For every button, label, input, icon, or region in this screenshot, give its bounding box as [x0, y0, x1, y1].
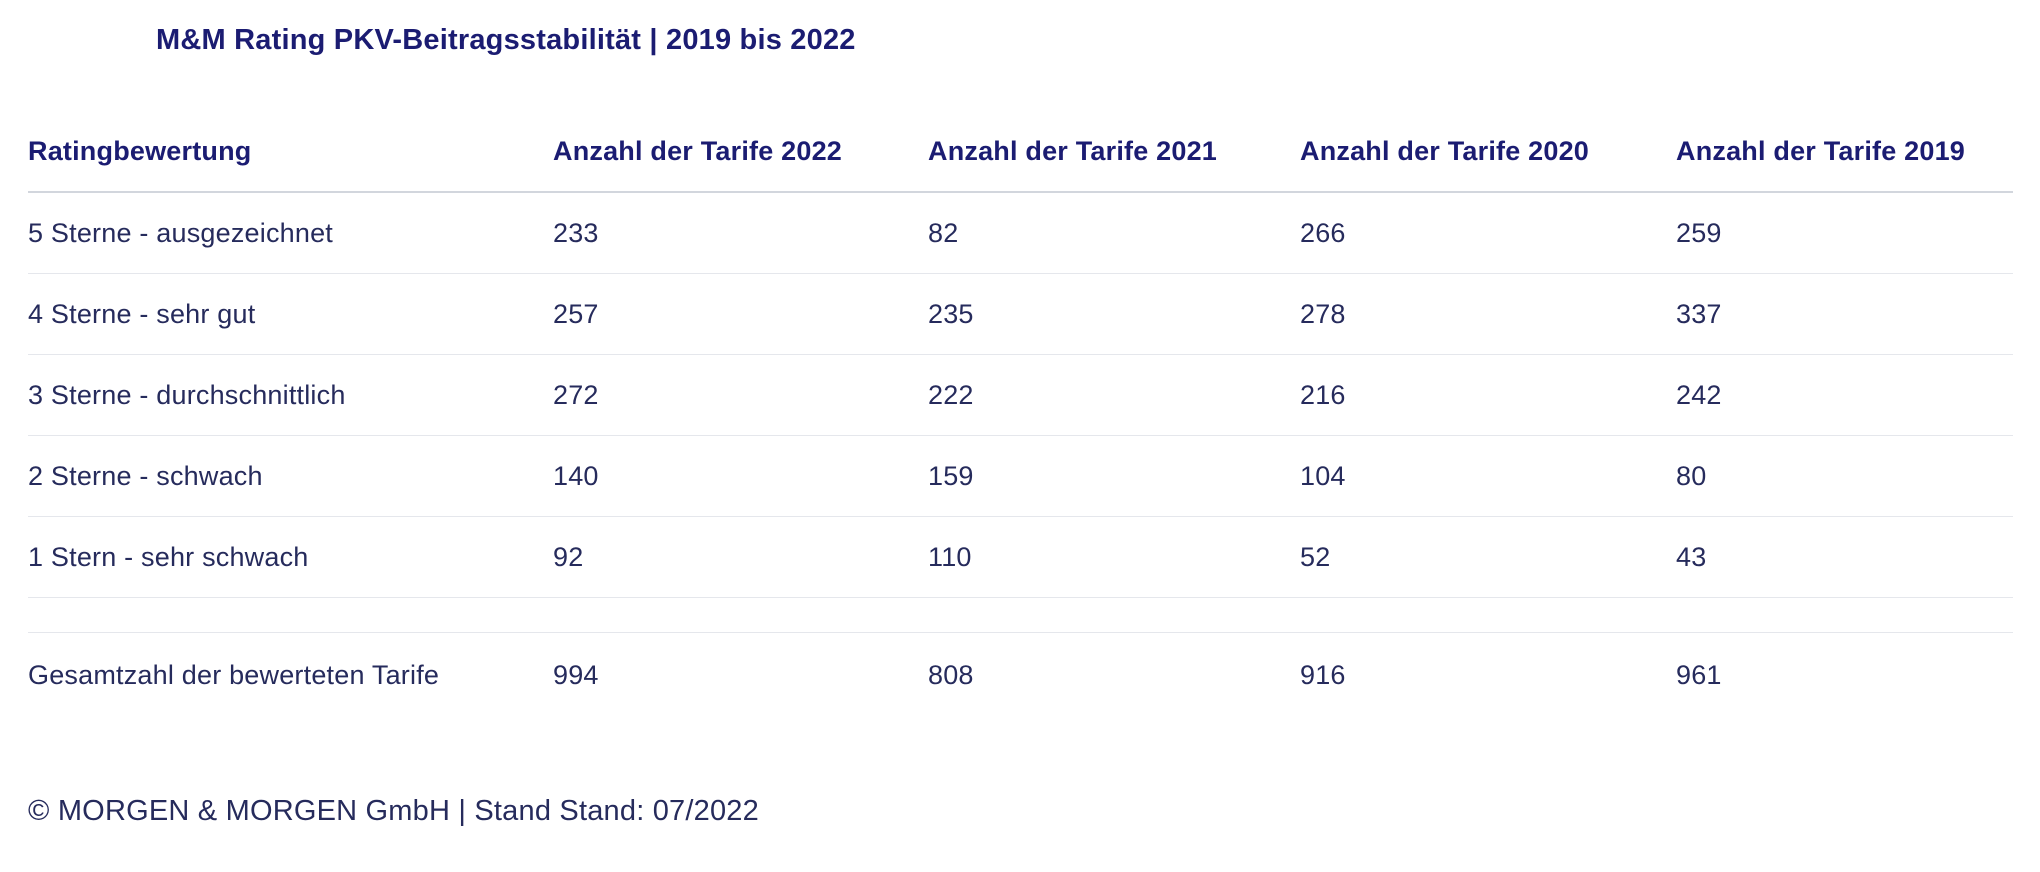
value-2021: 222: [928, 379, 974, 410]
value-2021: 82: [928, 217, 959, 248]
value-2021: 110: [928, 541, 972, 572]
value-2020: 266: [1300, 217, 1346, 248]
row-label: 1 Stern - sehr schwach: [28, 541, 309, 572]
value-2020: 104: [1300, 460, 1346, 491]
column-header-tarife-2019: Anzahl der Tarife 2019: [1676, 136, 1966, 166]
total-2021: 808: [928, 660, 974, 690]
table-row-3-sterne: 3 Sterne - durchschnittlich 272 222 216 …: [28, 355, 2013, 436]
total-2020: 916: [1300, 660, 1346, 690]
column-header-ratingbewertung: Ratingbewertung: [28, 136, 252, 166]
page-title: M&M Rating PKV-Beitragsstabilität | 2019…: [156, 24, 856, 56]
value-2021: 235: [928, 298, 974, 329]
table-row-5-sterne: 5 Sterne - ausgezeichnet 233 82 266 259: [28, 193, 2013, 274]
table-row-2-sterne: 2 Sterne - schwach 140 159 104 80: [28, 436, 2013, 517]
table-total-row: Gesamtzahl der bewerteten Tarife 994 808…: [28, 633, 2013, 718]
value-2020: 278: [1300, 298, 1346, 329]
value-2021: 159: [928, 460, 974, 491]
table-row-4-sterne: 4 Sterne - sehr gut 257 235 278 337: [28, 274, 2013, 355]
row-label: 2 Sterne - schwach: [28, 460, 263, 491]
copyright-source-note: © MORGEN & MORGEN GmbH | Stand Stand: 07…: [28, 795, 759, 827]
value-2020: 52: [1300, 541, 1331, 572]
column-header-tarife-2022: Anzahl der Tarife 2022: [553, 136, 843, 166]
column-header-tarife-2021: Anzahl der Tarife 2021: [928, 136, 1218, 166]
value-2019: 43: [1676, 541, 1707, 572]
table-row-1-stern: 1 Stern - sehr schwach 92 110 52 43: [28, 517, 2013, 598]
value-2022: 92: [553, 541, 584, 572]
table-header-row: Ratingbewertung Anzahl der Tarife 2022 A…: [28, 100, 2013, 193]
total-row-label: Gesamtzahl der bewerteten Tarife: [28, 660, 440, 690]
value-2019: 259: [1676, 217, 1722, 248]
value-2022: 233: [553, 217, 599, 248]
row-label: 4 Sterne - sehr gut: [28, 298, 256, 329]
value-2022: 272: [553, 379, 599, 410]
value-2019: 80: [1676, 460, 1707, 491]
total-2022: 994: [553, 660, 599, 690]
value-2022: 257: [553, 298, 599, 329]
row-label: 5 Sterne - ausgezeichnet: [28, 217, 333, 248]
column-header-tarife-2020: Anzahl der Tarife 2020: [1300, 136, 1590, 166]
row-label: 3 Sterne - durchschnittlich: [28, 379, 346, 410]
value-2019: 242: [1676, 379, 1722, 410]
table-spacer-row: [28, 598, 2013, 633]
value-2019: 337: [1676, 298, 1722, 329]
value-2022: 140: [553, 460, 599, 491]
value-2020: 216: [1300, 379, 1346, 410]
total-2019: 961: [1676, 660, 1722, 690]
ratings-table: Ratingbewertung Anzahl der Tarife 2022 A…: [28, 100, 2013, 718]
